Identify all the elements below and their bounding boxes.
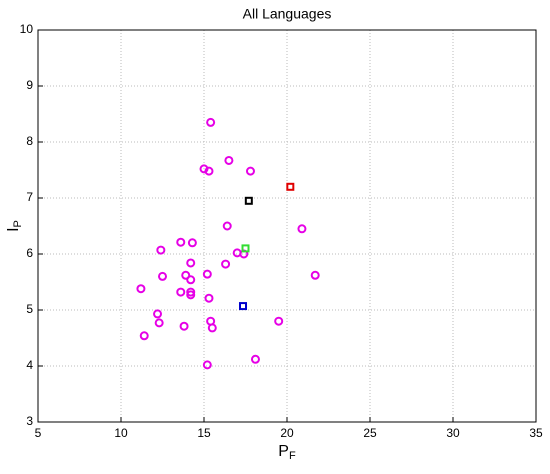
- point: [239, 302, 248, 311]
- x-axis-label-sub: F: [289, 450, 296, 462]
- point: [202, 269, 212, 279]
- x-tick-label: 5: [35, 426, 42, 440]
- x-axis-label-main: P: [278, 443, 289, 460]
- point: [139, 331, 149, 341]
- y-tick-label: 4: [26, 358, 33, 372]
- y-axis-label-main: I: [5, 227, 22, 231]
- point: [158, 271, 167, 281]
- x-tick-label: 30: [446, 426, 460, 440]
- point: [221, 259, 231, 269]
- y-tick-label: 9: [26, 78, 33, 92]
- point: [310, 270, 320, 280]
- point: [176, 287, 186, 297]
- point: [154, 318, 164, 328]
- x-tick-label: 20: [280, 426, 294, 440]
- x-tick-label: 15: [197, 426, 211, 440]
- point: [222, 221, 232, 231]
- y-tick-label: 3: [26, 414, 33, 428]
- point: [153, 309, 163, 319]
- x-tick-label: 35: [529, 426, 543, 440]
- x-tick-label: 25: [363, 426, 377, 440]
- point: [186, 290, 196, 300]
- point: [176, 237, 186, 247]
- point: [187, 238, 197, 248]
- point: [250, 354, 260, 364]
- point: [274, 316, 284, 326]
- point: [179, 321, 189, 331]
- point: [204, 293, 214, 303]
- point: [136, 284, 146, 294]
- point: [297, 224, 307, 234]
- y-axis-label: IP: [5, 220, 24, 232]
- point: [286, 182, 295, 191]
- point: [202, 360, 212, 370]
- x-tick-label: 10: [114, 426, 128, 440]
- plot-frame: [37, 29, 537, 423]
- chart-title: All Languages: [243, 6, 332, 22]
- point: [181, 270, 191, 280]
- y-tick-label: 8: [26, 134, 33, 148]
- y-tick-label: 6: [26, 246, 33, 260]
- point: [207, 323, 217, 333]
- y-tick-label: 10: [20, 22, 34, 36]
- x-axis-label: PF: [278, 443, 296, 462]
- point: [224, 155, 234, 165]
- point: [206, 117, 216, 127]
- y-tick-label: 7: [26, 190, 33, 204]
- y-axis-label-sub: P: [12, 220, 24, 227]
- point: [204, 166, 214, 176]
- point: [156, 245, 166, 255]
- point: [241, 244, 250, 253]
- point: [186, 275, 196, 285]
- point: [186, 258, 196, 268]
- point: [245, 166, 255, 176]
- point: [244, 196, 253, 205]
- y-tick-label: 5: [26, 302, 33, 316]
